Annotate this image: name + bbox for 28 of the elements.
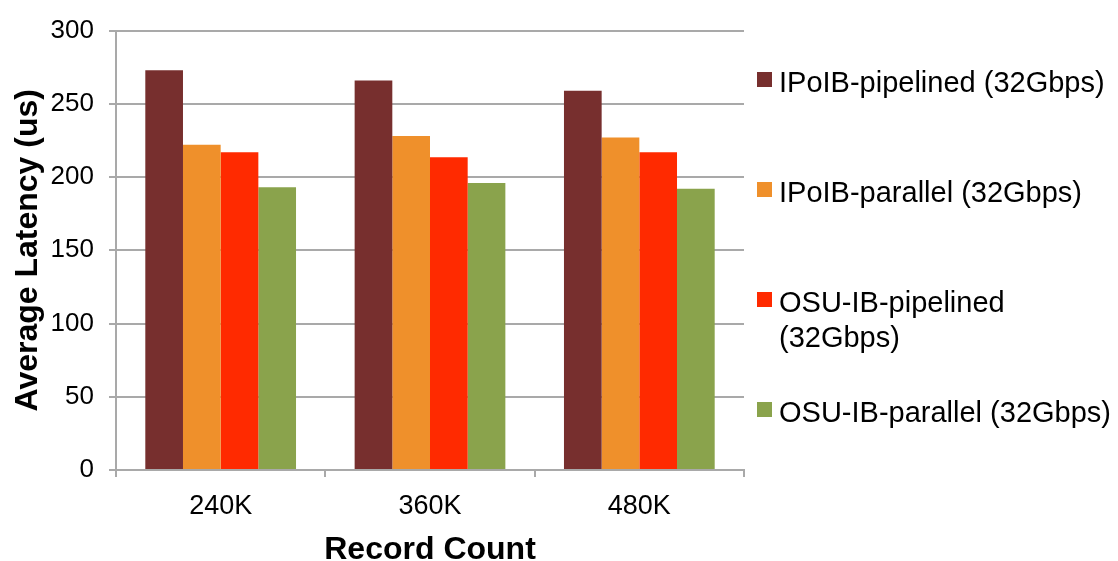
y-tick-label: 0 — [79, 453, 94, 484]
y-tick-label: 250 — [50, 87, 94, 118]
y-tick-label: 100 — [50, 306, 94, 337]
legend-label: OSU-IB-pipelined (32Gbps) — [779, 285, 1006, 355]
legend-label: IPoIB-pipelined (32Gbps) — [779, 65, 1106, 100]
y-axis-title: Average Latency (us) — [7, 89, 44, 412]
x-axis-title: Record Count — [324, 529, 537, 561]
y-tick-label: 200 — [50, 160, 94, 191]
bar — [258, 187, 297, 469]
bar — [677, 188, 715, 469]
y-tick-label: 50 — [65, 379, 94, 410]
bar — [563, 90, 602, 469]
x-tick-label: 480K — [607, 489, 671, 520]
bar — [467, 182, 506, 469]
bar — [392, 136, 430, 469]
bar — [430, 157, 468, 469]
bar — [601, 137, 640, 469]
legend-label: OSU-IB-parallel (32Gbps) — [779, 395, 1112, 430]
y-tick-label: 300 — [50, 13, 94, 44]
bar — [639, 152, 678, 469]
bar — [182, 144, 221, 469]
y-tick-label: 150 — [50, 233, 94, 264]
bar — [220, 152, 259, 469]
x-tick-label: 360K — [398, 489, 462, 520]
x-tick-label: 240K — [189, 489, 253, 520]
bar — [354, 80, 393, 469]
legend-label: IPoIB-parallel (32Gbps) — [779, 175, 1084, 210]
bar — [145, 70, 183, 469]
